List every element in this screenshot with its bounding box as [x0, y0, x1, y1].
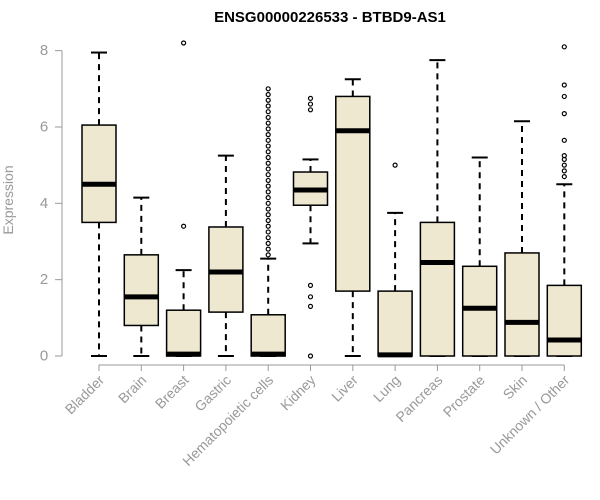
x-tick-label: Bladder	[62, 372, 108, 418]
box-skin	[504, 120, 540, 357]
outlier-point	[265, 149, 271, 155]
iqr-box	[377, 290, 413, 357]
outlier-point	[265, 212, 271, 218]
y-tick-label: 2	[40, 271, 48, 288]
outlier-point	[561, 173, 567, 180]
box-gastric	[208, 154, 244, 357]
iqr-box	[461, 265, 498, 357]
y-tick-label: 0	[40, 348, 48, 365]
outlier-point	[307, 294, 314, 300]
outlier-point	[307, 353, 314, 359]
outlier-point	[265, 114, 271, 121]
iqr-box	[504, 252, 540, 357]
box-brain	[123, 196, 160, 357]
iqr-box	[250, 314, 286, 357]
x-tick-label: Lung	[370, 372, 403, 405]
outlier-point	[265, 97, 271, 103]
outlier-point	[307, 303, 314, 309]
axes: 0 2 4 6 8	[40, 42, 565, 366]
outlier-point	[265, 217, 271, 224]
outlier-point	[561, 93, 567, 100]
x-tick-label: Kidney	[277, 372, 319, 414]
outlier-point	[265, 223, 271, 229]
outlier-point	[561, 162, 567, 168]
x-tick-label: Breast	[152, 372, 192, 412]
box-unknown-other	[546, 44, 583, 357]
x-tick-label: Brain	[115, 372, 149, 406]
box-pancreas	[419, 59, 456, 357]
box-breast	[165, 40, 202, 357]
chart-title: ENSG00000226533 - BTBD9-AS1	[214, 9, 446, 26]
outlier-point	[561, 137, 567, 143]
outlier-point	[265, 177, 271, 184]
outlier-point	[265, 86, 271, 92]
outlier-point	[265, 154, 271, 161]
iqr-box	[546, 284, 583, 357]
outlier-point	[265, 143, 271, 149]
outlier-point	[265, 132, 271, 138]
iqr-box	[165, 309, 202, 357]
iqr-box	[81, 124, 117, 224]
x-tick-label: Liver	[328, 372, 361, 405]
outlier-point	[307, 95, 314, 101]
outlier-point	[265, 137, 271, 143]
outlier-point	[181, 223, 187, 229]
box-kidney	[292, 95, 329, 359]
x-tick-label: Unknown / Other	[487, 372, 573, 458]
x-tick-label: Prostate	[440, 372, 488, 420]
outlier-point	[265, 189, 271, 195]
box-lung	[377, 162, 413, 358]
outlier-point	[265, 166, 271, 172]
box-hematopoietic-cells	[250, 86, 286, 357]
outlier-point	[265, 120, 271, 126]
outlier-point	[265, 229, 271, 235]
y-tick-label: 8	[40, 42, 48, 59]
outlier-point	[265, 103, 271, 109]
iqr-box	[335, 95, 371, 292]
x-tick-label: Pancreas	[392, 372, 445, 425]
outlier-point	[265, 183, 271, 189]
outlier-point	[561, 44, 567, 50]
outlier-point	[307, 101, 314, 107]
iqr-box	[123, 254, 160, 327]
outlier-point	[561, 111, 567, 117]
outlier-point	[265, 172, 271, 178]
y-tick-label: 4	[40, 195, 48, 212]
outlier-point	[265, 206, 271, 212]
outlier-point	[265, 235, 271, 241]
box-prostate	[461, 156, 498, 357]
outlier-point	[265, 91, 271, 98]
y-tick-label: 6	[40, 118, 48, 135]
outlier-point	[265, 194, 271, 201]
y-axis-label: Expression	[0, 165, 16, 234]
outlier-point	[181, 40, 187, 46]
outlier-point	[265, 109, 271, 115]
outlier-point	[265, 200, 271, 206]
outlier-point	[265, 246, 271, 252]
outlier-point	[561, 82, 567, 88]
outlier-point	[561, 168, 567, 174]
box-bladder	[81, 51, 117, 357]
outlier-point	[265, 160, 271, 166]
iqr-box	[419, 221, 456, 357]
outlier-point	[265, 126, 271, 132]
boxes	[81, 40, 583, 359]
outlier-point	[392, 162, 398, 168]
outlier-point	[307, 282, 314, 288]
outlier-point	[307, 107, 314, 113]
outlier-point	[265, 240, 271, 246]
outlier-point	[561, 153, 567, 159]
box-liver	[335, 78, 371, 357]
x-tick-label: Skin	[500, 372, 531, 403]
outlier-point	[265, 252, 271, 258]
